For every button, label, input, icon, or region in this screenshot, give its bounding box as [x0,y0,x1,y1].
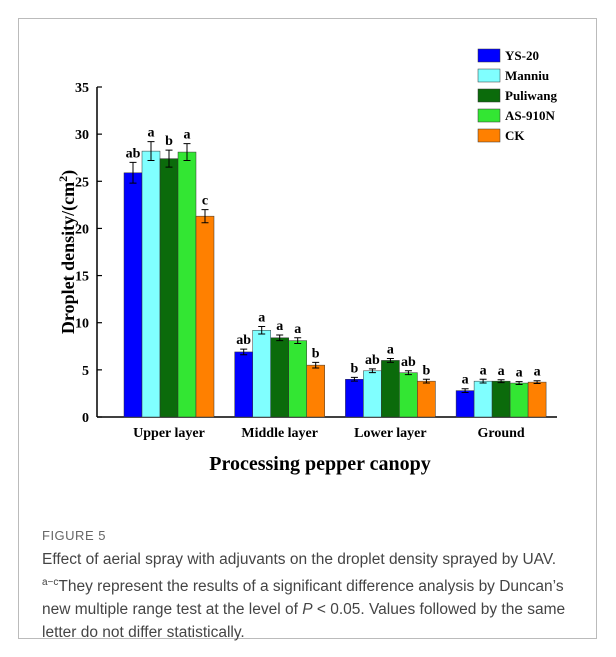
bar [417,380,436,418]
error-bar [515,381,523,385]
significance-letter: a [387,343,394,358]
significance-letter: b [351,361,359,376]
x-axis-title: Processing pepper canopy [209,453,431,475]
significance-letter: a [534,365,541,380]
error-bar [350,376,358,382]
x-tick-label: Lower layer [354,426,426,441]
caption-sup: a−c [42,577,59,588]
bar [177,151,197,418]
legend-label: Manniu [505,68,549,83]
y-axis-title: Droplet density/(cm2) [56,170,79,334]
significance-letter: a [516,366,523,381]
significance-letter: ab [401,355,416,370]
bar [491,380,511,418]
error-bar [497,379,505,384]
y-title-part: ) [58,170,79,176]
figure-label: FIGURE 5 [42,528,106,543]
y-title-part: Droplet density/(cm [58,182,79,334]
bar [473,380,493,418]
legend-swatch [477,68,501,83]
error-bar [422,378,430,384]
bar [252,330,271,418]
legend-label: YS-20 [505,48,539,63]
significance-letter: ab [365,353,380,368]
significance-letter: b [165,134,173,149]
significance-letter: b [312,346,320,361]
caption-text: < 0.05. Values followed by the same lett… [42,601,566,642]
error-bar [533,380,541,385]
y-tick-label: 10 [75,317,89,332]
y-tick-label: 15 [75,270,89,285]
legend-label: AS-910N [505,108,555,123]
error-bar [240,348,248,356]
error-bar [258,325,266,335]
bar [527,381,547,418]
y-title-sup: 2 [56,176,70,182]
significance-letter: b [423,363,431,378]
error-bar [294,337,302,344]
bar [159,158,179,418]
significance-letter: a [498,364,505,379]
legend-swatch [477,48,501,63]
bar [270,337,289,418]
error-bar [479,378,487,384]
error-bar [147,141,155,162]
y-tick-label: 30 [75,128,89,143]
significance-letter: a [184,128,191,143]
legend-label: CK [505,128,525,143]
error-bar [165,149,173,168]
significance-letter: a [294,322,301,337]
bar [288,340,307,418]
error-bar [368,368,376,374]
figure-frame [18,18,597,639]
significance-letter: a [462,373,469,388]
bar [381,360,400,418]
y-tick-label: 5 [82,364,89,379]
bar [195,215,215,418]
significance-letter: a [480,363,487,378]
y-tick-label: 0 [82,411,89,426]
y-tick-label: 35 [75,81,89,96]
bar [455,390,475,418]
legend-swatch [477,88,501,103]
significance-letter: ab [236,333,251,348]
significance-letter: a [276,319,283,334]
bar [363,370,382,418]
legend-swatch [477,108,501,123]
bar [123,172,143,418]
y-tick-label: 20 [75,222,89,237]
y-tick-label: 25 [75,175,89,190]
figure-caption: Effect of aerial spray with adjuvants on… [42,548,572,644]
significance-letter: ab [126,146,141,161]
x-tick-label: Ground [477,426,524,441]
legend-label: Puliwang [505,88,558,103]
bar [345,379,364,418]
x-tick-label: Upper layer [133,426,205,441]
bar [509,382,529,418]
bar [141,150,161,418]
legend-swatch [477,128,501,143]
caption-text: Effect of aerial spray with adjuvants on… [42,551,557,568]
x-tick-label: Middle layer [241,426,318,441]
error-bar [312,361,320,369]
error-bar [201,209,209,224]
error-bar [276,334,284,342]
significance-letter: a [258,310,265,325]
error-bar [386,358,394,363]
error-bar [183,143,191,162]
error-bar [129,161,137,184]
bar [306,364,325,418]
error-bar [461,388,469,393]
significance-letter: a [148,126,155,141]
caption-text: They represent the results of a signific… [42,578,564,619]
bar [399,372,418,418]
significance-letter: c [202,194,208,209]
error-bar [404,370,412,376]
caption-italic: P [302,601,313,619]
chart: Processing pepper canopy Droplet density… [56,48,558,475]
bar [234,351,253,418]
